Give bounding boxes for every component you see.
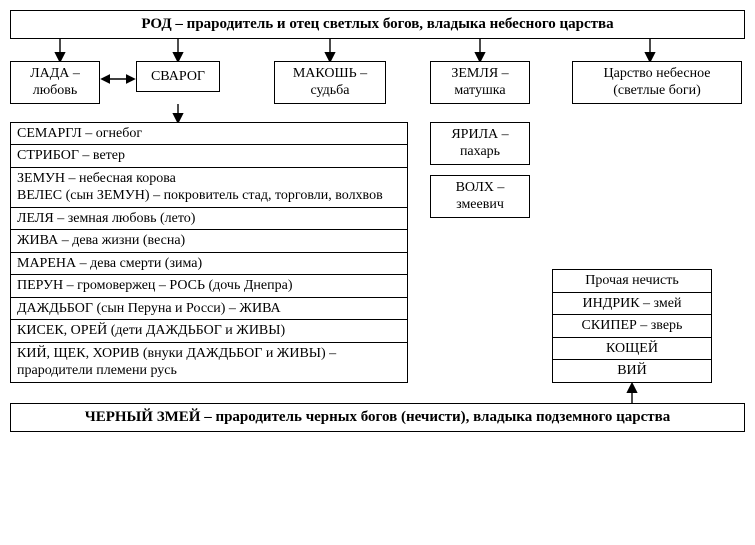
- node-zemlya: ЗЕМЛЯ – матушка: [430, 61, 530, 104]
- node-yarila: ЯРИЛА – пахарь: [430, 122, 530, 165]
- svarog-descendants-table: СЕМАРГЛ – огнебог СТРИБОГ – ветер ЗЕМУН …: [10, 122, 408, 383]
- table-row: ПЕРУН – громовержец – РОСЬ (дочь Днепра): [10, 275, 408, 298]
- black-serpent-footer: ЧЕРНЫЙ ЗМЕЙ – прародитель черных богов (…: [10, 403, 745, 432]
- table-row: СТРИБОГ – ветер: [10, 145, 408, 168]
- arrow-lada-svarog: [100, 61, 136, 97]
- evil-beings-table: Прочая нечисть ИНДРИК – змей СКИПЕР – зв…: [552, 269, 712, 383]
- table-row: КОЩЕЙ: [552, 338, 712, 361]
- table-row: Прочая нечисть: [552, 269, 712, 293]
- node-svarog: СВАРОГ: [136, 61, 220, 93]
- arrow-svarog-to-table: [10, 104, 745, 122]
- table-row: СЕМАРГЛ – огнебог: [10, 122, 408, 146]
- arrow-footer-to-evil: [10, 383, 745, 403]
- table-row: СКИПЕР – зверь: [552, 315, 712, 338]
- table-row: КИЙ, ЩЕК, ХОРИВ (внуки ДАЖДЬБОГ и ЖИВЫ) …: [10, 343, 408, 383]
- table-row: ЛЕЛЯ – земная любовь (лето): [10, 208, 408, 231]
- table-row: КИСЕК, ОРЕЙ (дети ДАЖДЬБОГ и ЖИВЫ): [10, 320, 408, 343]
- root-header: РОД – прародитель и отец светлых богов, …: [10, 10, 745, 39]
- zemlya-children-column: ЯРИЛА – пахарь ВОЛХ – змеевич: [430, 122, 530, 218]
- node-makosh: МАКОШЬ – судьба: [274, 61, 386, 104]
- node-volkh: ВОЛХ – змеевич: [430, 175, 530, 218]
- table-row: ДАЖДЬБОГ (сын Перуна и Росси) – ЖИВА: [10, 298, 408, 321]
- arrows-header-to-tier: [10, 39, 745, 61]
- table-row: МАРЕНА – дева смерти (зима): [10, 253, 408, 276]
- node-tsarstvo: Царство небесное (светлые боги): [572, 61, 742, 104]
- table-row: ЖИВА – дева жизни (весна): [10, 230, 408, 253]
- table-row: ВИЙ: [552, 360, 712, 383]
- node-lada: ЛАДА – любовь: [10, 61, 100, 104]
- table-row: ИНДРИК – змей: [552, 293, 712, 316]
- table-row: ЗЕМУН – небесная корова ВЕЛЕС (сын ЗЕМУН…: [10, 168, 408, 208]
